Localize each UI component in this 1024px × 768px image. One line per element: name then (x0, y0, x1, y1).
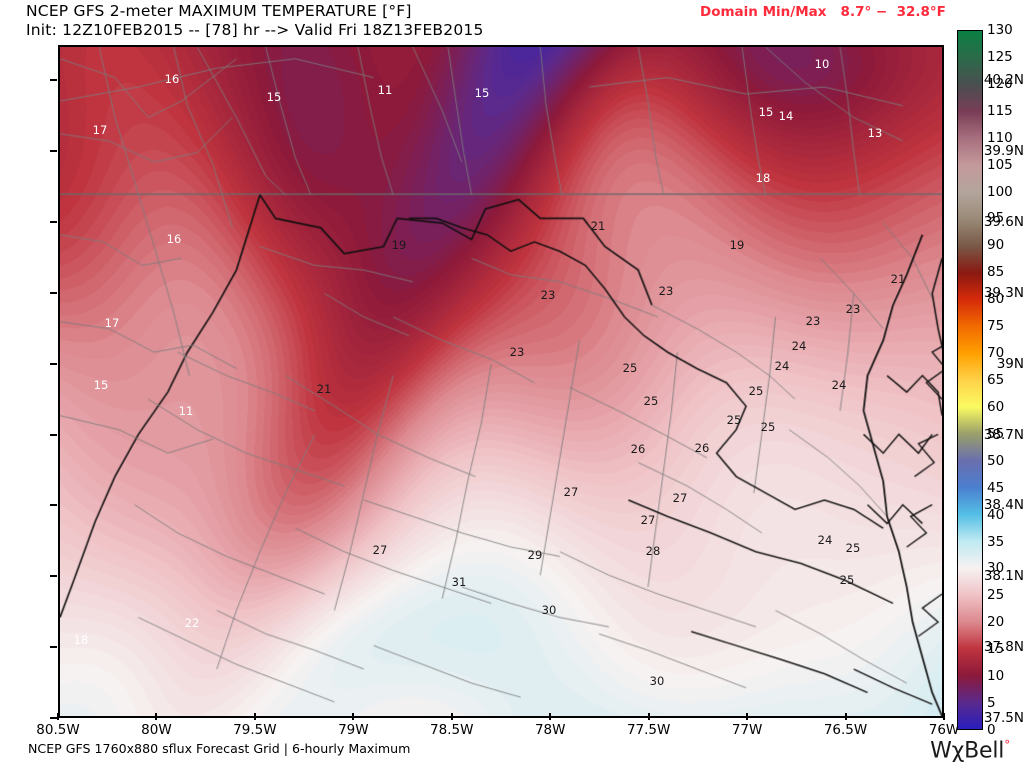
lat-tick-label: 37.5N (983, 710, 1024, 726)
colorbar-tick-25: 25 (987, 587, 1005, 604)
lon-tick-mark (844, 713, 847, 720)
lat-tick-mark (50, 646, 57, 649)
lat-tick-label: 39N (996, 355, 1024, 372)
map-contour-canvas (60, 47, 942, 716)
page-title: NCEP GFS 2-meter MAXIMUM TEMPERATURE [°F… (26, 2, 412, 20)
colorbar-tick-120: 120 (987, 75, 1013, 92)
lon-tick-label: 80.5W (36, 722, 80, 738)
colorbar-tick-100: 100 (987, 183, 1013, 200)
source-caption: NCEP GFS 1760x880 sflux Forecast Grid | … (28, 741, 411, 756)
lon-tick-label: 76W (928, 722, 960, 738)
colorbar-tick-40: 40 (987, 506, 1005, 523)
colorbar-tick-10: 10 (987, 668, 1005, 685)
colorbar: 130 125 120 115 110 105 100 95 90 85 80 75 70 65 60 55 5… (957, 22, 1023, 738)
lon-tick-mark (352, 713, 355, 720)
lat-tick-mark (50, 221, 57, 224)
lon-tick-label: 79.5W (233, 722, 277, 738)
colorbar-tick-60: 60 (987, 398, 1005, 415)
lat-tick-mark (50, 575, 57, 578)
colorbar-gradient (957, 30, 983, 730)
lon-tick-mark (155, 713, 158, 720)
lat-tick-label: 38.1N (983, 568, 1024, 585)
colorbar-tick-115: 115 (987, 102, 1013, 119)
lon-tick-mark (746, 713, 749, 720)
colorbar-tick-110: 110 (987, 129, 1013, 146)
colorbar-tick-30: 30 (987, 560, 1005, 577)
lat-tick-mark (50, 433, 57, 436)
lon-tick-label: 77.5W (626, 722, 671, 738)
lat-tick-label: 40.2N (983, 72, 1024, 89)
lon-tick-mark (57, 713, 59, 720)
lon-tick-mark (647, 713, 650, 720)
colorbar-tick-80: 80 (987, 291, 1005, 308)
wxbell-logo: WχBell° (930, 738, 1010, 763)
forecast-init-valid-subtitle: Init: 12Z10FEB2015 -- [78] hr --> Valid … (26, 21, 484, 39)
lat-tick-mark (50, 150, 57, 153)
colorbar-tick-15: 15 (987, 641, 1005, 658)
lon-tick-label: 79W (338, 722, 369, 738)
colorbar-tick-5: 5 (987, 695, 996, 712)
lat-tick-mark (50, 291, 57, 294)
colorbar-tick-90: 90 (987, 237, 1005, 254)
lon-tick-mark (450, 713, 453, 720)
logo-text: WχBell (930, 738, 1005, 764)
lat-tick-mark (50, 362, 57, 365)
colorbar-tick-70: 70 (987, 345, 1005, 362)
lat-tick-label: 37.8N (983, 639, 1024, 656)
lat-tick-label: 38.7N (983, 426, 1024, 443)
colorbar-tick-0: 0 (987, 722, 996, 738)
lat-tick-mark (50, 717, 57, 719)
colorbar-tick-125: 125 (987, 48, 1013, 65)
domain-minmax-label: Domain Min/Max 8.7° − 32.8°F (700, 4, 946, 20)
colorbar-tick-105: 105 (987, 156, 1013, 173)
colorbar-tick-50: 50 (987, 452, 1005, 469)
colorbar-tick-65: 65 (987, 372, 1005, 388)
colorbar-tick-85: 85 (987, 264, 1005, 281)
temperature-map[interactable]: 16 15 11 15 10 17 15 14 13 18 16 19 21 19 17 23 23 21 23 23… (58, 45, 944, 718)
lon-tick-label: 78W (534, 722, 566, 738)
lon-tick-label: 80W (141, 722, 172, 738)
lon-tick-mark (253, 713, 256, 720)
colorbar-tick-55: 55 (987, 425, 1005, 442)
colorbar-tick-45: 45 (987, 479, 1005, 496)
colorbar-tick-130: 130 (987, 22, 1013, 38)
lon-tick-label: 76.5W (823, 722, 868, 738)
lon-tick-label: 77W (731, 722, 763, 738)
colorbar-tick-95: 95 (987, 210, 1005, 227)
logo-degree-mark: ° (1004, 738, 1010, 752)
lon-tick-mark (549, 713, 552, 720)
lat-tick-label: 38.4N (983, 497, 1024, 514)
colorbar-tick-20: 20 (987, 614, 1005, 631)
lat-tick-mark (50, 504, 57, 507)
colorbar-tick-35: 35 (987, 533, 1005, 550)
lat-tick-mark (50, 79, 57, 82)
lat-tick-label: 39.3N (983, 284, 1024, 301)
lat-tick-label: 39.6N (983, 214, 1024, 231)
lon-tick-mark (943, 713, 945, 720)
lat-tick-label: 39.9N (983, 143, 1024, 160)
lon-tick-label: 78.5W (430, 722, 474, 738)
colorbar-tick-75: 75 (987, 318, 1005, 335)
